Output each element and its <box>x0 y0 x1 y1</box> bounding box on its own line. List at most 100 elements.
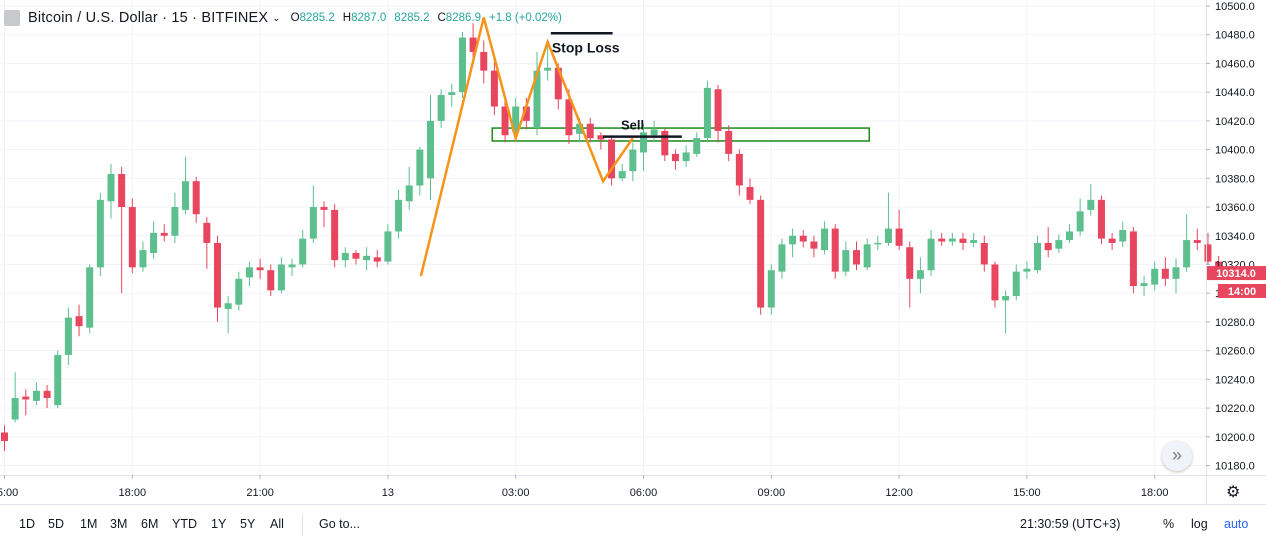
clock-timezone[interactable]: 21:30:59 (UTC+3) <box>1020 517 1121 531</box>
percent-toggle[interactable]: % <box>1163 517 1175 531</box>
candle-body <box>746 186 754 200</box>
candle-down <box>810 235 818 258</box>
candle-body <box>842 250 850 272</box>
double-top-pattern-line <box>419 17 634 277</box>
candle-down <box>480 40 488 84</box>
price-tick-label: 10440.0 <box>1215 87 1255 99</box>
resistance-zone-rect <box>491 127 871 142</box>
range-5d-button[interactable]: 5D <box>48 517 64 531</box>
ohlc-high: H8287.0 <box>342 12 387 24</box>
candle-down <box>1 425 8 452</box>
candle-up <box>1076 198 1084 236</box>
candle-body <box>267 270 275 291</box>
candle-body <box>427 120 434 179</box>
candle-body <box>1097 199 1105 239</box>
stop-loss-annotation[interactable]: Stop Loss <box>550 32 620 55</box>
candle-down <box>991 261 999 308</box>
candle-down <box>160 224 168 242</box>
candle-body <box>277 264 285 291</box>
candle-body <box>458 37 466 93</box>
chevron-down-icon[interactable]: ⌄ <box>272 12 281 24</box>
range-1y-button[interactable]: 1Y <box>211 517 227 531</box>
range-6m-button[interactable]: 6M <box>141 517 159 531</box>
range-all-button[interactable]: All <box>270 517 284 531</box>
candle-up <box>927 230 935 276</box>
candle-down <box>75 304 83 337</box>
time-tick-label: 13 <box>382 487 394 499</box>
candle-up <box>650 120 658 143</box>
range-ytd-button[interactable]: YTD <box>172 517 197 531</box>
candle-up <box>948 232 956 246</box>
chart-canvas[interactable]: 10500.0 10480.0 10460.0 10440.0 10420.0 10400… <box>0 0 1266 504</box>
candle-up <box>182 156 190 215</box>
double-chevron-right-icon[interactable]: » <box>1162 441 1192 471</box>
symbol-title[interactable]: Bitcoin / U.S. Dollar · 15 · BITFINEX <box>28 10 269 26</box>
candle-body <box>735 153 743 186</box>
candle-up <box>86 264 94 334</box>
price-tick-label: 10480.0 <box>1215 30 1255 42</box>
candle-body <box>331 209 339 261</box>
candle-body <box>895 228 903 246</box>
ohlc-low: 8285.2 <box>394 12 430 24</box>
candle-body <box>288 264 296 268</box>
candle-down <box>128 198 136 274</box>
candle-body <box>1108 238 1116 243</box>
candle-body <box>789 235 797 245</box>
goto-button[interactable]: Go to... <box>319 517 360 531</box>
price-tick-label: 10380.0 <box>1215 173 1255 185</box>
range-3m-button[interactable]: 3M <box>110 517 128 531</box>
candle-body <box>586 123 594 139</box>
candle-up <box>693 132 701 157</box>
candle-up <box>437 89 445 129</box>
candle-up <box>1012 264 1020 301</box>
candle-body <box>182 181 190 210</box>
sell-label: Sell <box>621 118 644 133</box>
candle-down <box>267 264 275 297</box>
candle-body <box>650 129 658 136</box>
sell-annotation[interactable]: Sell <box>603 118 682 138</box>
candle-body <box>405 185 413 202</box>
candle-body <box>1119 230 1127 242</box>
candle-body <box>192 181 200 215</box>
candle-body <box>916 270 924 279</box>
range-1d-button[interactable]: 1D <box>19 517 35 531</box>
candle-body <box>139 250 147 268</box>
candle-down <box>1161 257 1169 287</box>
candle-body <box>1087 199 1095 210</box>
last-price-box <box>1207 266 1266 281</box>
log-toggle[interactable]: log <box>1191 517 1208 531</box>
candle-up <box>458 31 466 98</box>
candle-body <box>1034 242 1042 271</box>
ohlc-close: C8286.9 <box>437 12 481 24</box>
countdown-box <box>1218 284 1266 298</box>
price-change: +1.8 (+0.02%) <box>488 12 562 24</box>
candle-up <box>32 382 40 406</box>
candle-up <box>544 40 552 81</box>
candle-down <box>1129 227 1137 294</box>
time-tick-label: 18:00 <box>119 487 147 499</box>
candle-body <box>363 255 371 261</box>
time-axis: 15:00 18:00 21:00 13 03:00 06:00 09:00 12:00 15:… <box>0 475 1168 499</box>
range-5y-button[interactable]: 5Y <box>240 517 256 531</box>
candle-body <box>75 316 83 327</box>
range-1m-button[interactable]: 1M <box>80 517 98 531</box>
candle-body <box>416 149 424 186</box>
price-tick-label: 10360.0 <box>1215 202 1255 214</box>
candle-body <box>970 240 978 243</box>
gear-icon[interactable]: ⚙ <box>1226 484 1241 501</box>
bottom-toolbar: 1D 5D 1M 3M 6M YTD 1Y 5Y All Go to... 21… <box>0 504 1266 544</box>
candle-body <box>437 95 445 121</box>
symbol-legend[interactable]: Bitcoin / U.S. Dollar · 15 · BITFINEX ⌄ … <box>4 8 562 28</box>
auto-toggle[interactable]: auto <box>1224 517 1249 531</box>
countdown-value: 14:00 <box>1228 286 1256 298</box>
candle-body <box>1055 240 1063 249</box>
candle-body <box>214 242 221 308</box>
candle-body <box>352 252 360 259</box>
candle-body <box>576 123 584 134</box>
candle-up <box>224 296 232 334</box>
candle-up <box>703 80 711 143</box>
candle-body <box>682 152 690 162</box>
candle-up <box>970 232 978 248</box>
candle-body <box>1076 211 1084 232</box>
